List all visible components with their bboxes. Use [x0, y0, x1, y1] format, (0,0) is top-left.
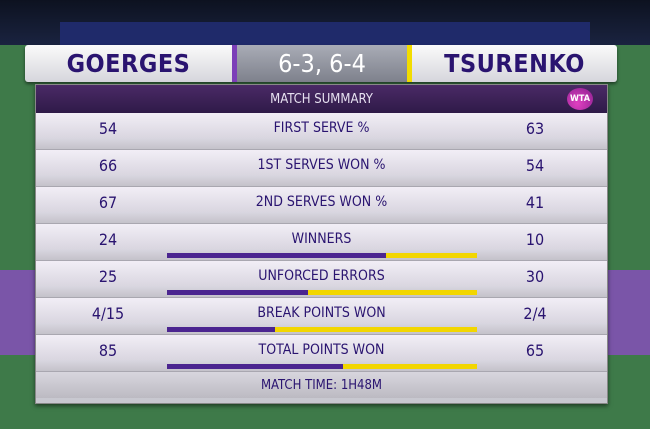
stat-row: 67 2ND SERVES WON % 41	[36, 187, 607, 224]
scoreboard-header: GOERGES 6-3, 6-4 TSURENKO	[25, 45, 617, 82]
stat-label: 1ST SERVES WON %	[257, 157, 386, 173]
stat-row: 85 TOTAL POINTS WON 65	[36, 335, 607, 372]
stat-right-value: 65	[525, 341, 545, 360]
comparison-bar	[167, 290, 477, 295]
court-area-left	[0, 270, 35, 355]
court-area-right	[608, 270, 650, 355]
stat-row: 4/15 BREAK POINTS WON 2/4	[36, 298, 607, 335]
match-summary-panel: MATCH SUMMARY WTA 54 FIRST SERVE % 63 66 …	[35, 84, 608, 404]
bar-left-segment	[167, 290, 309, 295]
player-right-name: TSURENKO	[412, 45, 617, 82]
stat-label: 2ND SERVES WON %	[255, 194, 388, 210]
stat-label: FIRST SERVE %	[273, 120, 370, 136]
stat-row: 66 1ST SERVES WON % 54	[36, 150, 607, 187]
bar-left-segment	[167, 327, 275, 332]
match-time: MATCH TIME: 1H48M	[36, 372, 607, 398]
match-score: 6-3, 6-4	[232, 45, 412, 82]
stat-left-value: 54	[98, 119, 118, 138]
stat-label: TOTAL POINTS WON	[258, 342, 385, 358]
stat-left-value: 25	[98, 267, 118, 286]
wta-logo-icon: WTA	[567, 88, 593, 110]
bar-left-segment	[167, 364, 343, 369]
stat-label: WINNERS	[291, 231, 352, 247]
bar-right-segment	[342, 364, 477, 369]
comparison-bar	[167, 364, 477, 369]
stat-right-value: 54	[525, 156, 545, 175]
stat-left-value: 66	[98, 156, 118, 175]
stat-right-value: 2/4	[523, 304, 547, 323]
comparison-bar	[167, 253, 477, 258]
sponsor-banner	[60, 22, 590, 47]
bar-left-segment	[167, 253, 386, 258]
stat-left-value: 24	[98, 230, 118, 249]
bar-right-segment	[385, 253, 477, 258]
stat-left-value: 85	[98, 341, 118, 360]
panel-title: MATCH SUMMARY WTA	[36, 85, 607, 113]
bar-right-segment	[308, 290, 477, 295]
bar-right-segment	[274, 327, 477, 332]
stat-right-value: 10	[525, 230, 545, 249]
player-left-name: GOERGES	[25, 45, 232, 82]
stat-row: 25 UNFORCED ERRORS 30	[36, 261, 607, 298]
stat-right-value: 63	[525, 119, 545, 138]
match-summary-title: MATCH SUMMARY	[270, 91, 373, 107]
stat-row: 54 FIRST SERVE % 63	[36, 113, 607, 150]
stat-label: UNFORCED ERRORS	[258, 268, 385, 284]
stat-left-value: 67	[98, 193, 118, 212]
stat-right-value: 30	[525, 267, 545, 286]
stat-row: 24 WINNERS 10	[36, 224, 607, 261]
stat-left-value: 4/15	[91, 304, 125, 323]
stat-label: BREAK POINTS WON	[257, 305, 386, 321]
comparison-bar	[167, 327, 477, 332]
stat-right-value: 41	[525, 193, 545, 212]
